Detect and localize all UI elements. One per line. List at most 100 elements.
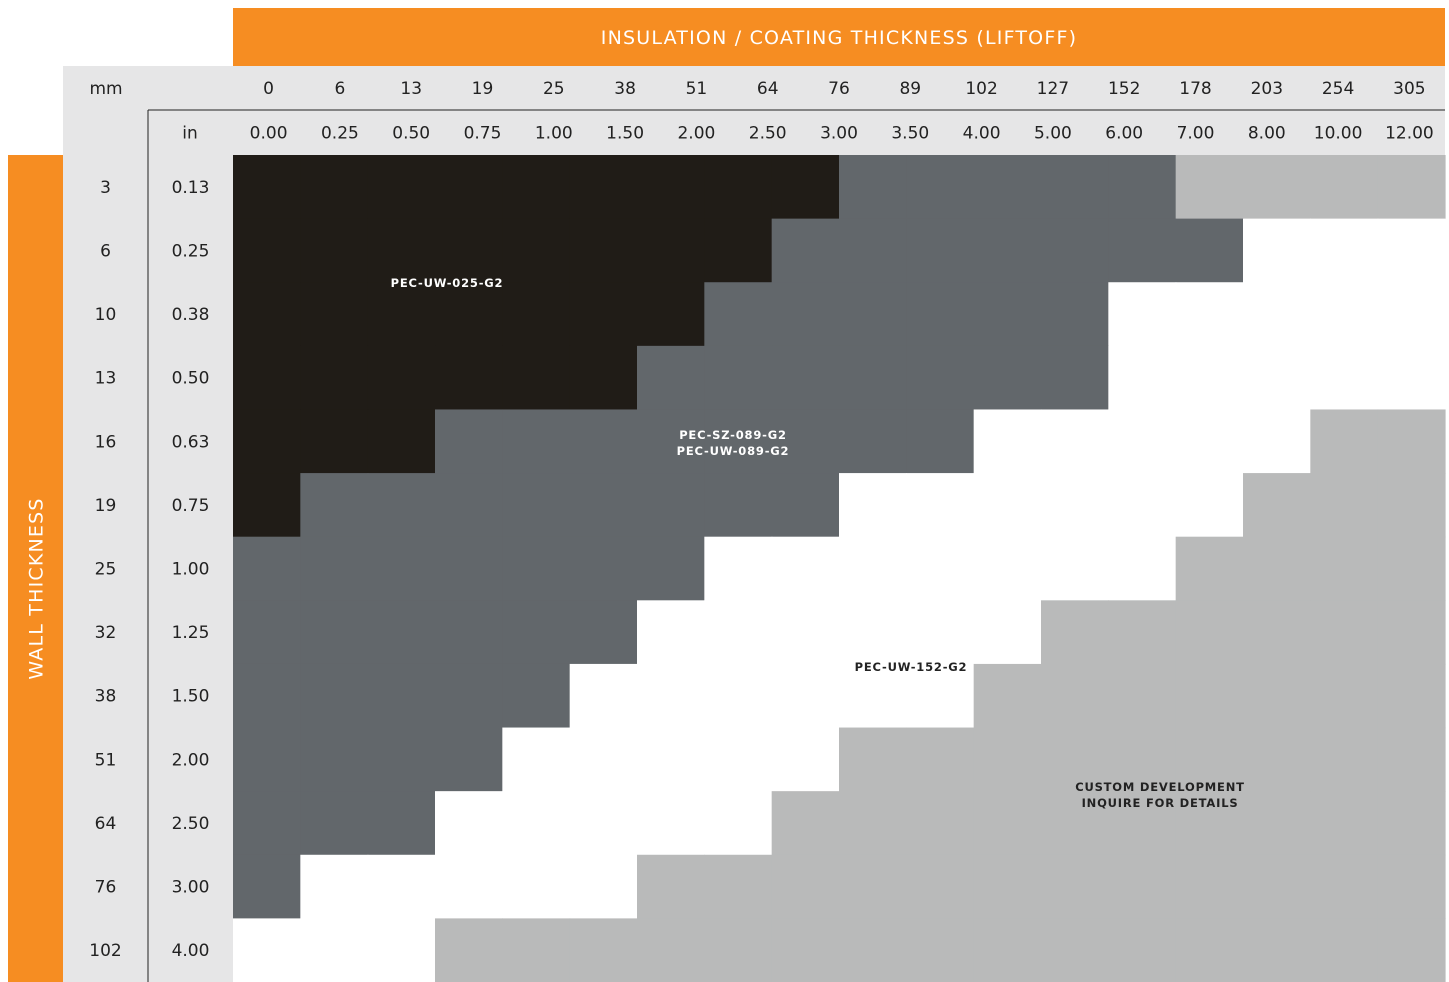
cell-B-r5-c5: [569, 473, 638, 538]
cell-D-r12-c7: [704, 918, 773, 982]
cell-C-r7-c11: [973, 600, 1042, 665]
cell-D-r6-c14: [1175, 536, 1244, 601]
cell-D-r8-c13: [1108, 663, 1177, 729]
cell-B-r1-c14: [1175, 218, 1244, 283]
x-tick-mm: 25: [543, 79, 565, 99]
cell-B-r3-c9: [839, 345, 907, 411]
x-tick-in: 8.00: [1248, 124, 1286, 144]
cell-D-r11-c10: [906, 854, 975, 919]
y-tick-mm: 13: [95, 369, 117, 389]
cell-D-r6-c16: [1310, 536, 1379, 601]
cell-C-r11-c2: [367, 854, 436, 919]
cell-D-r9-c12: [1041, 727, 1109, 792]
cell-C-r7-c6: [637, 600, 705, 665]
cell-C-r5-c13: [1108, 473, 1177, 538]
cell-C-r8-c10: [906, 663, 975, 729]
x-axis-title: INSULATION / COATING THICKNESS (LIFTOFF): [601, 27, 1077, 49]
x-tick-in: 10.00: [1314, 124, 1363, 144]
cell-C-r5-c12: [1041, 473, 1109, 538]
cell-A-r0-c0: [233, 155, 301, 220]
cell-D-r12-c16: [1310, 918, 1379, 982]
cell-A-r2-c3: [435, 282, 503, 347]
y-tick-in: 4.00: [172, 941, 210, 961]
y-tick-in: 1.50: [172, 687, 210, 707]
cell-C-r9-c8: [771, 727, 840, 792]
y-tick-mm: 102: [89, 941, 121, 961]
cell-B-r3-c11: [973, 345, 1042, 411]
cell-C-r11-c5: [569, 854, 638, 919]
cell-C-r12-c0: [233, 918, 301, 982]
cell-B-r0-c9: [839, 155, 907, 220]
cell-B-r5-c3: [435, 473, 503, 538]
cell-D-r6-c17: [1377, 536, 1446, 601]
cell-B-r10-c0: [233, 791, 301, 856]
cell-A-r5-c0: [233, 473, 301, 538]
cell-B-r5-c8: [771, 473, 840, 538]
cell-A-r0-c2: [367, 155, 436, 220]
cell-C-r5-c14: [1175, 473, 1244, 538]
cell-B-r3-c12: [1041, 345, 1109, 411]
cell-D-r0-c17: [1377, 155, 1446, 220]
cell-D-r11-c16: [1310, 854, 1379, 919]
cell-D-r7-c16: [1310, 600, 1379, 665]
cell-B-r5-c2: [367, 473, 436, 538]
cell-C-r8-c8: [771, 663, 840, 729]
x-tick-in: 0.75: [464, 124, 502, 144]
cell-C-r10-c3: [435, 791, 503, 856]
x-tick-in: 2.50: [749, 124, 787, 144]
x-tick-mm: 203: [1251, 79, 1283, 99]
cell-A-r2-c1: [300, 282, 369, 347]
cell-D-r8-c15: [1243, 663, 1311, 729]
cell-D-r11-c15: [1243, 854, 1311, 919]
cell-D-r11-c14: [1175, 854, 1244, 919]
cell-D-r7-c13: [1108, 600, 1177, 665]
cell-D-r4-c16: [1310, 409, 1379, 474]
y-tick-mm: 10: [95, 305, 117, 325]
cell-B-r4-c8: [771, 409, 840, 474]
y-tick-mm: 32: [95, 623, 117, 643]
cell-D-r12-c3: [435, 918, 503, 982]
cell-A-r1-c3: [435, 218, 503, 283]
cell-B-r6-c1: [300, 536, 369, 601]
x-tick-mm: 254: [1322, 79, 1354, 99]
cell-C-r2-c16: [1310, 282, 1379, 347]
y-tick-mm: 76: [95, 878, 117, 898]
cell-C-r8-c9: [839, 663, 907, 729]
cell-D-r9-c9: [839, 727, 907, 792]
cell-C-r10-c6: [637, 791, 705, 856]
cell-B-r4-c6: [637, 409, 705, 474]
x-tick-mm: 13: [400, 79, 422, 99]
cell-C-r7-c7: [704, 600, 773, 665]
y-tick-mm: 38: [95, 687, 117, 707]
y-tick-mm: 25: [95, 560, 117, 580]
cell-A-r0-c4: [502, 155, 571, 220]
cell-D-r8-c17: [1377, 663, 1446, 729]
x-tick-in: 4.00: [963, 124, 1001, 144]
x-tick-in: 0.50: [392, 124, 430, 144]
cell-A-r3-c1: [300, 345, 369, 411]
cell-C-r5-c9: [839, 473, 907, 538]
cell-C-r9-c4: [502, 727, 571, 792]
cell-A-r3-c3: [435, 345, 503, 411]
cell-C-r12-c1: [300, 918, 369, 982]
cell-D-r12-c15: [1243, 918, 1311, 982]
cell-B-r9-c3: [435, 727, 503, 792]
cell-C-r3-c13: [1108, 345, 1177, 411]
cell-B-r8-c1: [300, 663, 369, 729]
x-tick-mm: 76: [828, 79, 850, 99]
cell-C-r12-c2: [367, 918, 436, 982]
cell-C-r4-c12: [1041, 409, 1109, 474]
x-unit-in-label: in: [182, 124, 198, 144]
cell-C-r2-c17: [1377, 282, 1446, 347]
x-tick-mm: 6: [334, 79, 345, 99]
cell-A-r4-c0: [233, 409, 301, 474]
x-tick-mm: 89: [899, 79, 921, 99]
y-tick-in: 0.63: [172, 432, 210, 452]
cell-B-r6-c6: [637, 536, 705, 601]
cell-B-r0-c13: [1108, 155, 1177, 220]
cell-D-r11-c9: [839, 854, 907, 919]
cell-B-r5-c6: [637, 473, 705, 538]
cell-C-r1-c16: [1310, 218, 1379, 283]
cell-A-r0-c6: [637, 155, 705, 220]
